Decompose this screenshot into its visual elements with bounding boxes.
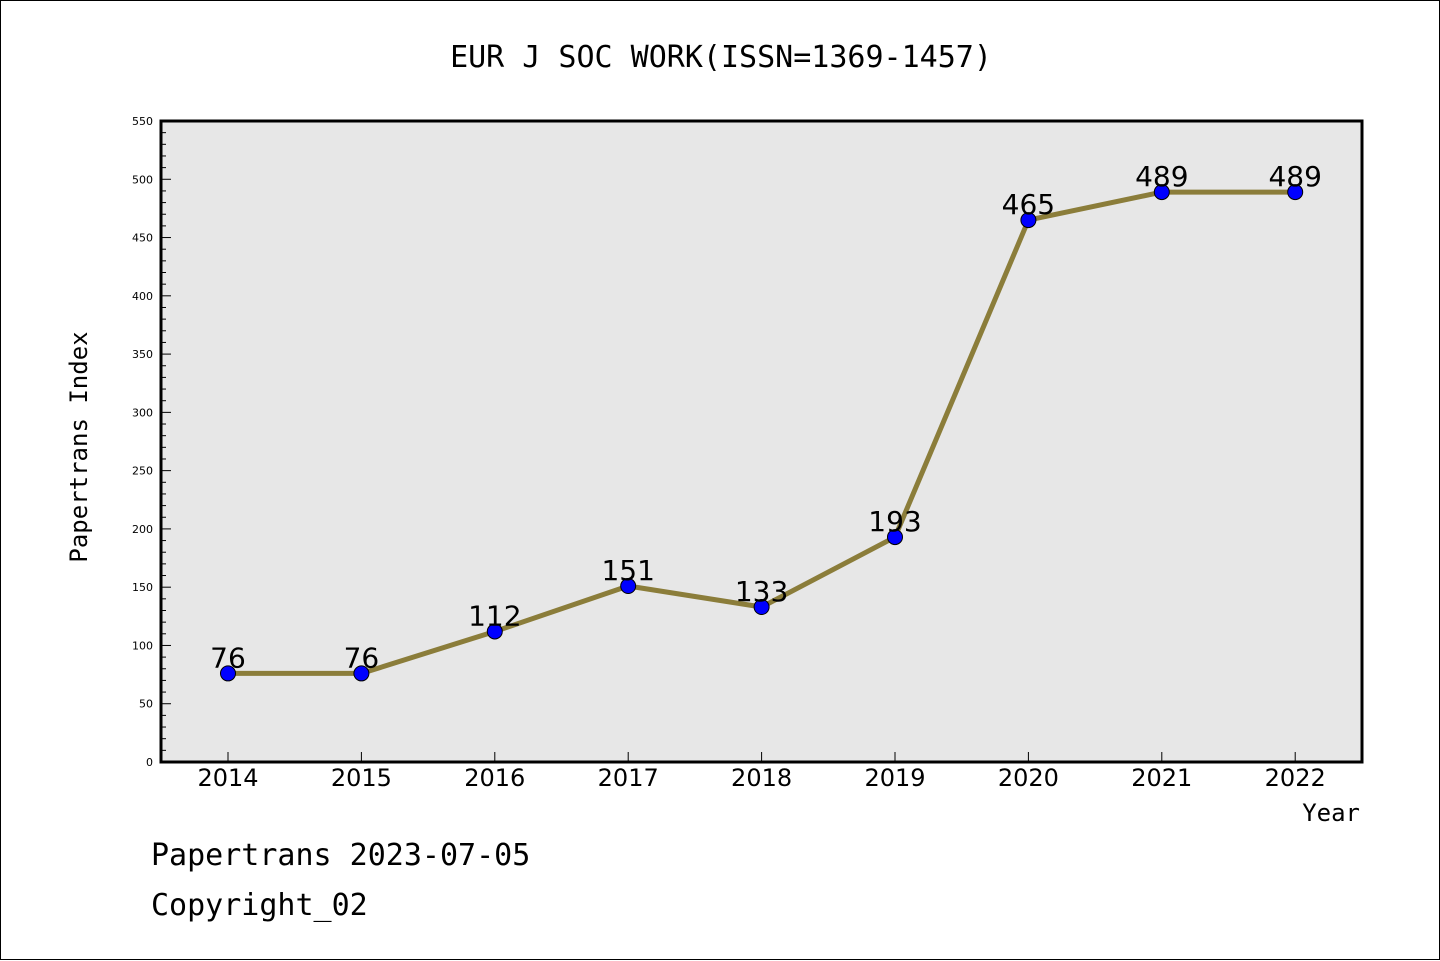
y-tick-label: 150 [132, 581, 153, 594]
data-point [1153, 184, 1170, 201]
y-tick-label: 250 [132, 465, 153, 478]
data-label: 76 [210, 641, 246, 674]
chart-title: EUR J SOC WORK(ISSN=1369-1457) [450, 40, 992, 75]
data-point [753, 598, 770, 615]
y-tick-label: 100 [132, 639, 153, 652]
footer-date: Papertrans 2023-07-05 [151, 838, 530, 873]
data-label: 193 [868, 505, 921, 538]
data-label: 112 [468, 599, 521, 632]
x-tick-label: 2015 [331, 764, 392, 792]
data-point [220, 665, 236, 682]
y-tick-label: 0 [146, 756, 153, 769]
y-tick-label: 50 [139, 698, 153, 711]
x-tick-label: 2017 [598, 764, 659, 792]
x-tick-label: 2014 [197, 764, 258, 792]
x-tick-label: 2018 [731, 764, 792, 792]
data-point [887, 529, 903, 546]
data-point [353, 665, 370, 682]
series-layer: 76 76 112 151 133 193 465 489 489 [210, 160, 1322, 682]
y-tick-label: 550 [132, 115, 153, 128]
x-tick-label: 2020 [998, 764, 1059, 792]
y-axis-label: Papertrans Index [65, 331, 93, 562]
x-tick-label: 2019 [864, 764, 925, 792]
data-label: 151 [601, 554, 654, 587]
y-tick-label: 450 [132, 232, 153, 245]
y-tick-label: 300 [132, 406, 153, 419]
x-tick-label: 2021 [1131, 764, 1192, 792]
y-tick-label: 500 [132, 173, 153, 186]
data-label: 489 [1268, 160, 1321, 193]
data-point [486, 623, 503, 640]
x-tick-label: 2022 [1265, 764, 1326, 792]
data-point [620, 578, 637, 595]
data-label: 489 [1135, 160, 1188, 193]
y-axis: 0 50 100 150 200 250 300 350 400 450 500 550 [132, 115, 171, 769]
y-tick-label: 350 [132, 348, 153, 361]
x-tick-label: 2016 [464, 764, 525, 792]
x-axis-label: Year [1302, 799, 1360, 827]
data-label: 76 [344, 641, 380, 674]
footer-copyright: Copyright_02 [151, 888, 368, 923]
y-tick-label: 200 [132, 523, 153, 536]
x-axis: 2014 2015 2016 2017 2018 2019 2020 2021 2022 [197, 752, 1326, 792]
data-label: 133 [735, 575, 788, 608]
y-tick-label: 400 [132, 290, 153, 303]
plot-area [159, 119, 1364, 764]
data-label: 465 [1002, 188, 1055, 221]
data-point [1020, 212, 1037, 229]
data-point [1287, 184, 1304, 201]
